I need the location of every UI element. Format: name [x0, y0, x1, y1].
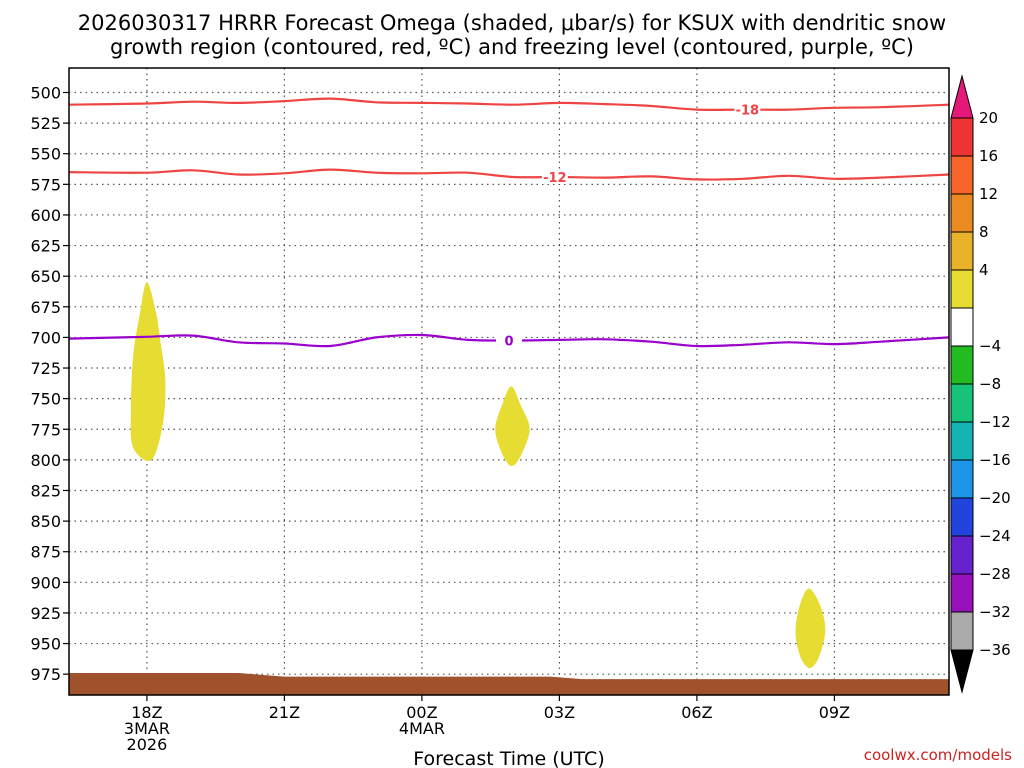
x-tick-label-21Z-line1: 21Z: [269, 703, 300, 722]
y-tick-label-700: 700: [30, 328, 61, 347]
colorbar-top-arrow: [950, 74, 974, 119]
omega-4-8-area-1: [130, 282, 166, 461]
terrain-layer: [69, 673, 949, 695]
colorbar-bin-6: [950, 345, 974, 385]
y-axis-ticks: 500 525 550 575 600 625 650 675 700 725 750 775 800 8…: [30, 83, 69, 684]
colorbar-bin-13: [950, 611, 974, 651]
y-tick-label-500: 500: [30, 83, 61, 102]
colorbar-bin-8: [950, 421, 974, 461]
y-tick-label-925: 925: [30, 604, 61, 623]
x-tick-label-09Z-line1: 09Z: [819, 703, 850, 722]
colorbar-label-10: −24: [979, 527, 1011, 545]
dgz-bottom-label-background: [541, 168, 568, 184]
colorbar: 20 16 12 8 4 −4 −8 −12 −16 −20 −24 −28 −32 −36: [950, 74, 1011, 694]
x-tick-label-03Z-line1: 03Z: [544, 703, 575, 722]
colorbar-bin-3: [950, 231, 974, 271]
y-tick-label-950: 950: [30, 635, 61, 654]
colorbar-label-0: 20: [979, 109, 998, 127]
y-tick-label-725: 725: [30, 359, 61, 378]
ground: [69, 673, 949, 695]
colorbar-label-9: −20: [979, 489, 1011, 507]
colorbar-bin-4: [950, 269, 974, 309]
colorbar-label-6: −8: [979, 375, 1001, 393]
source-credit: coolwx.com/models: [864, 746, 1012, 764]
colorbar-label-4: 4: [979, 261, 989, 279]
y-tick-label-775: 775: [30, 420, 61, 439]
colorbar-label-5: −4: [979, 337, 1001, 355]
y-tick-label-625: 625: [30, 237, 61, 256]
y-tick-label-825: 825: [30, 481, 61, 500]
y-tick-label-750: 750: [30, 390, 61, 409]
omega-shaded-regions: [130, 282, 826, 669]
colorbar-bin-0: [950, 117, 974, 157]
colorbar-label-2: 12: [979, 185, 998, 203]
colorbar-bin-5: [950, 307, 974, 347]
chart-title-line-2: growth region (contoured, red, ºC) and f…: [110, 35, 914, 59]
y-tick-label-875: 875: [30, 543, 61, 562]
dgz-top-label-background: [734, 101, 761, 117]
temperature-contours: -18 -12 0: [68, 97, 950, 349]
colorbar-label-11: −28: [979, 565, 1011, 583]
x-tick-label-00Z-line1: 00Z: [406, 703, 437, 722]
x-tick-label-00Z-line2: 4MAR: [399, 719, 445, 738]
colorbar-bin-7: [950, 383, 974, 423]
colorbar-bin-12: [950, 573, 974, 613]
freezing-level-label-background: [496, 332, 522, 348]
colorbar-label-12: −32: [979, 603, 1011, 621]
colorbar-bin-9: [950, 459, 974, 499]
colorbar-bottom-arrow: [950, 649, 974, 694]
y-tick-label-600: 600: [30, 206, 61, 225]
colorbar-bin-2: [950, 193, 974, 233]
dgz-bottom-line: [68, 168, 950, 181]
y-tick-label-550: 550: [30, 145, 61, 164]
y-tick-label-650: 650: [30, 267, 61, 286]
x-tick-label-18Z-line1: 18Z: [131, 703, 162, 722]
y-tick-label-975: 975: [30, 665, 61, 684]
dgz-bottom-label: -12: [543, 171, 567, 186]
chart-title-line-1: 2026030317 HRRR Forecast Omega (shaded, …: [78, 11, 946, 35]
x-axis-label: Forecast Time (UTC): [413, 748, 604, 768]
y-tick-label-675: 675: [30, 298, 61, 317]
colorbar-bin-1: [950, 155, 974, 195]
y-tick-label-800: 800: [30, 451, 61, 470]
freezing-level-label: 0: [504, 334, 513, 349]
colorbar-bin-11: [950, 535, 974, 575]
x-tick-label-18Z-line3: 2026: [127, 735, 168, 754]
colorbar-label-1: 16: [979, 147, 998, 165]
omega-4-8-area-2: [495, 386, 530, 467]
plot-frame: [68, 67, 950, 696]
colorbar-label-7: −12: [979, 413, 1011, 431]
dgz-top-line: [68, 97, 950, 111]
omega-4-8-area-3: [795, 588, 826, 669]
y-tick-label-900: 900: [30, 573, 61, 592]
y-tick-label-525: 525: [30, 114, 61, 133]
colorbar-label-3: 8: [979, 223, 989, 241]
x-tick-label-18Z-line2: 3MAR: [124, 719, 170, 738]
colorbar-bin-10: [950, 497, 974, 537]
y-tick-label-850: 850: [30, 512, 61, 531]
colorbar-label-8: −16: [979, 451, 1011, 469]
x-tick-label-06Z-line1: 06Z: [681, 703, 712, 722]
dgz-top-label: -18: [736, 104, 760, 119]
colorbar-label-13: −36: [979, 641, 1011, 659]
y-tick-label-575: 575: [30, 175, 61, 194]
